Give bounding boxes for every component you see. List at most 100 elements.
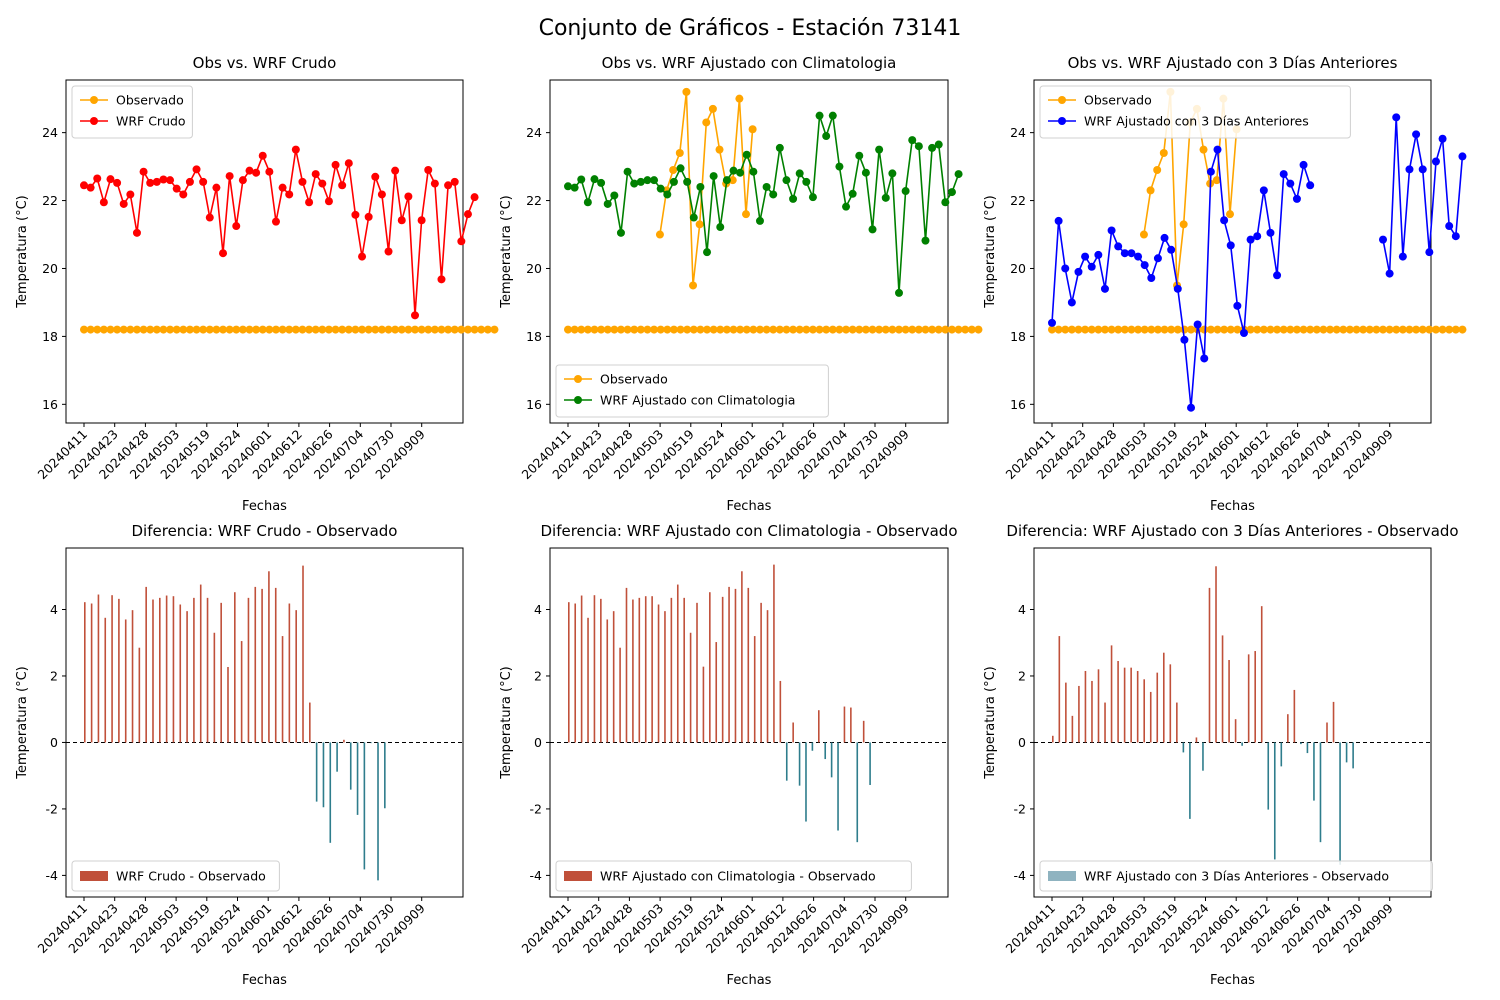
y-tick-label: 22	[526, 193, 542, 208]
data-point	[1087, 262, 1096, 271]
data-point	[881, 325, 890, 334]
bar	[1117, 661, 1119, 743]
y-tick-label: 2	[50, 668, 58, 683]
data-point	[868, 225, 877, 234]
data-point	[1167, 245, 1176, 254]
bar	[138, 647, 141, 743]
data-point	[1146, 186, 1155, 195]
bar	[186, 611, 188, 743]
bar	[1169, 664, 1172, 743]
data-point	[358, 252, 367, 261]
bar	[862, 720, 865, 743]
data-point	[656, 325, 665, 334]
data-point	[457, 237, 466, 246]
y-tick-label: -2	[530, 801, 542, 816]
y-tick-label: 24	[526, 125, 542, 140]
bar	[213, 632, 216, 743]
data-point	[132, 325, 141, 334]
data-point	[828, 325, 837, 334]
data-point	[1134, 325, 1143, 334]
x-axis-label: Fechas	[727, 499, 772, 514]
bar	[1156, 672, 1159, 743]
bar	[619, 647, 621, 743]
data-point	[1359, 325, 1368, 334]
data-point	[643, 325, 652, 334]
y-tick-label: 0	[50, 735, 58, 750]
data-point	[908, 136, 917, 145]
data-point	[769, 325, 778, 334]
data-point	[172, 325, 181, 334]
bar	[111, 595, 113, 743]
bar	[818, 710, 820, 743]
data-point	[113, 178, 122, 187]
data-point	[1127, 325, 1136, 334]
chart-title: Diferencia: WRF Ajustado con 3 Días Ante…	[1006, 522, 1458, 540]
data-point	[716, 223, 725, 232]
data-point	[855, 151, 864, 160]
bar	[1273, 742, 1276, 860]
data-point	[736, 168, 745, 177]
data-point	[444, 181, 453, 190]
bar	[1091, 680, 1093, 743]
data-point	[99, 325, 108, 334]
data-point	[457, 325, 466, 334]
bar	[309, 702, 311, 743]
data-point	[663, 190, 672, 199]
data-point	[861, 168, 870, 177]
data-point	[888, 325, 897, 334]
data-point	[729, 325, 738, 334]
bars	[1052, 566, 1354, 865]
bar	[193, 597, 195, 743]
data-point	[1048, 325, 1056, 334]
data-point	[278, 325, 287, 334]
bar	[760, 602, 762, 743]
data-point	[1206, 167, 1215, 176]
data-point	[815, 111, 824, 120]
series-line	[1382, 117, 1464, 274]
data-point	[895, 325, 903, 334]
data-point	[1246, 235, 1255, 244]
data-point	[1458, 325, 1467, 334]
data-point	[1279, 325, 1288, 334]
data-point	[577, 175, 586, 184]
data-point	[172, 184, 181, 193]
data-point	[675, 149, 684, 158]
data-point	[384, 325, 393, 334]
data-point	[1173, 284, 1182, 293]
bar	[1208, 587, 1211, 743]
chart-title: Diferencia: WRF Ajustado con Climatologi…	[540, 522, 957, 540]
bar	[657, 604, 660, 743]
data-point	[696, 182, 705, 191]
y-tick-label: 20	[42, 261, 58, 276]
data-point	[305, 325, 314, 334]
bar	[850, 707, 852, 743]
bar	[118, 598, 120, 743]
data-point	[490, 325, 499, 334]
bar	[798, 742, 801, 786]
data-point	[610, 191, 619, 200]
data-point	[1200, 354, 1209, 363]
data-point	[1266, 325, 1275, 334]
data-point	[477, 325, 486, 334]
data-point	[1273, 325, 1282, 334]
data-point	[252, 168, 261, 177]
data-point	[822, 325, 831, 334]
series-line	[1051, 149, 1311, 408]
data-point	[377, 325, 386, 334]
data-point	[199, 177, 208, 186]
data-point	[1292, 194, 1301, 203]
data-point	[630, 179, 639, 188]
data-point	[974, 325, 983, 334]
data-point	[1306, 325, 1315, 334]
data-point	[417, 216, 426, 225]
data-point	[1054, 325, 1063, 334]
x-axis-label: Fechas	[1210, 499, 1255, 514]
data-point	[1094, 325, 1103, 334]
data-point	[305, 198, 314, 207]
bar	[124, 619, 127, 743]
axes-frame	[65, 547, 464, 898]
y-tick-label: 4	[534, 602, 542, 617]
data-point	[397, 325, 406, 334]
data-point	[252, 325, 261, 334]
